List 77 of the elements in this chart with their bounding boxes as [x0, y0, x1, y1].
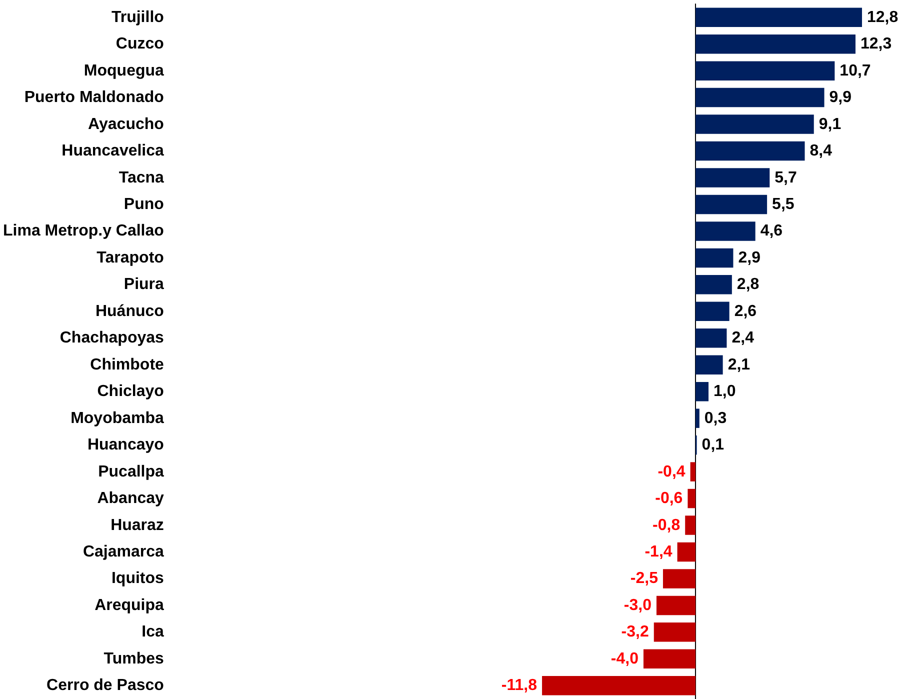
- data-label: -4,0: [610, 650, 639, 668]
- y-tick-label: Moquegua: [84, 62, 164, 80]
- data-label: 2,4: [732, 330, 754, 347]
- bar: [696, 34, 856, 54]
- y-tick-label: Abancay: [97, 490, 164, 508]
- data-label: -3,0: [624, 596, 652, 614]
- data-label: 2,8: [736, 276, 760, 294]
- data-label: -0,4: [658, 463, 686, 480]
- y-tick-label: Ayacucho: [88, 116, 164, 133]
- y-tick-label: Tacna: [118, 169, 164, 186]
- y-tick-label: Puerto Maldonado: [24, 89, 164, 106]
- bar: [696, 302, 730, 322]
- y-tick-label: Moyobamba: [70, 410, 164, 427]
- bar: [696, 194, 768, 214]
- y-tick-label: Huancavelica: [62, 142, 164, 160]
- data-label: 8,4: [810, 142, 832, 160]
- y-tick-label: Puno: [124, 196, 164, 213]
- bar: [696, 328, 727, 348]
- y-tick-label: Chachapoyas: [60, 330, 164, 347]
- y-tick-label: Cuzco: [116, 36, 164, 53]
- bar: [696, 114, 814, 134]
- bar: [690, 462, 696, 482]
- data-label: 5,5: [772, 196, 794, 213]
- data-label: 5,7: [774, 169, 797, 186]
- y-tick-label: Lima Metrop.y Callao: [3, 222, 164, 240]
- bar: [688, 488, 696, 508]
- y-tick-label: Chiclayo: [97, 383, 164, 400]
- data-label: 0,3: [704, 410, 727, 427]
- data-label: 12,3: [860, 36, 892, 53]
- bar: [696, 88, 824, 108]
- data-label: 1,0: [714, 383, 736, 400]
- y-tick-label: Pucallpa: [98, 463, 164, 480]
- y-tick-label: Chimbote: [90, 356, 164, 374]
- data-label: -1,4: [644, 543, 672, 560]
- y-tick-label: Huaraz: [110, 516, 164, 534]
- bar: [656, 596, 696, 616]
- bar: [677, 542, 696, 562]
- data-label: 2,6: [734, 302, 757, 320]
- bar: [696, 248, 734, 268]
- bar: [685, 516, 696, 535]
- data-label: 9,1: [818, 116, 842, 133]
- y-tick-label: Tarapoto: [96, 249, 164, 266]
- data-label: 0,1: [702, 436, 724, 454]
- data-label: 4,6: [760, 222, 783, 240]
- data-label: 10,7: [840, 62, 871, 80]
- y-tick-label: Ica: [142, 624, 164, 641]
- data-label: -3,2: [621, 624, 649, 641]
- data-label: -11,8: [501, 677, 538, 694]
- bar: [696, 222, 756, 241]
- y-tick-label: Arequipa: [94, 596, 164, 614]
- data-label: 2,1: [728, 356, 750, 374]
- bar: [696, 355, 723, 374]
- bar: [696, 8, 862, 27]
- bar: [696, 275, 732, 294]
- bar: [696, 168, 770, 188]
- y-tick-label: Cajamarca: [82, 543, 164, 560]
- data-label: 2,9: [738, 249, 761, 266]
- data-label: 12,8: [867, 8, 898, 26]
- bar: [654, 622, 696, 642]
- y-tick-label: Trujillo: [111, 8, 164, 26]
- y-tick-label: Cerro de Pasco: [46, 677, 164, 694]
- y-tick-label: Tumbes: [104, 650, 164, 668]
- y-tick-label: Huánuco: [95, 302, 164, 320]
- bar: [542, 676, 696, 696]
- bar: [643, 649, 696, 669]
- data-label: -2,5: [630, 570, 658, 588]
- bar: [662, 569, 696, 588]
- y-tick-label: Huancayo: [87, 436, 164, 454]
- bar: [696, 408, 700, 428]
- data-label: -0,8: [652, 516, 680, 534]
- data-label: -0,6: [655, 490, 683, 508]
- y-tick-label: Iquitos: [111, 570, 164, 588]
- bar: [696, 382, 709, 402]
- bar: [696, 61, 835, 80]
- data-label: 9,9: [829, 89, 852, 106]
- bar: [696, 141, 805, 161]
- y-tick-label: Piura: [124, 276, 164, 294]
